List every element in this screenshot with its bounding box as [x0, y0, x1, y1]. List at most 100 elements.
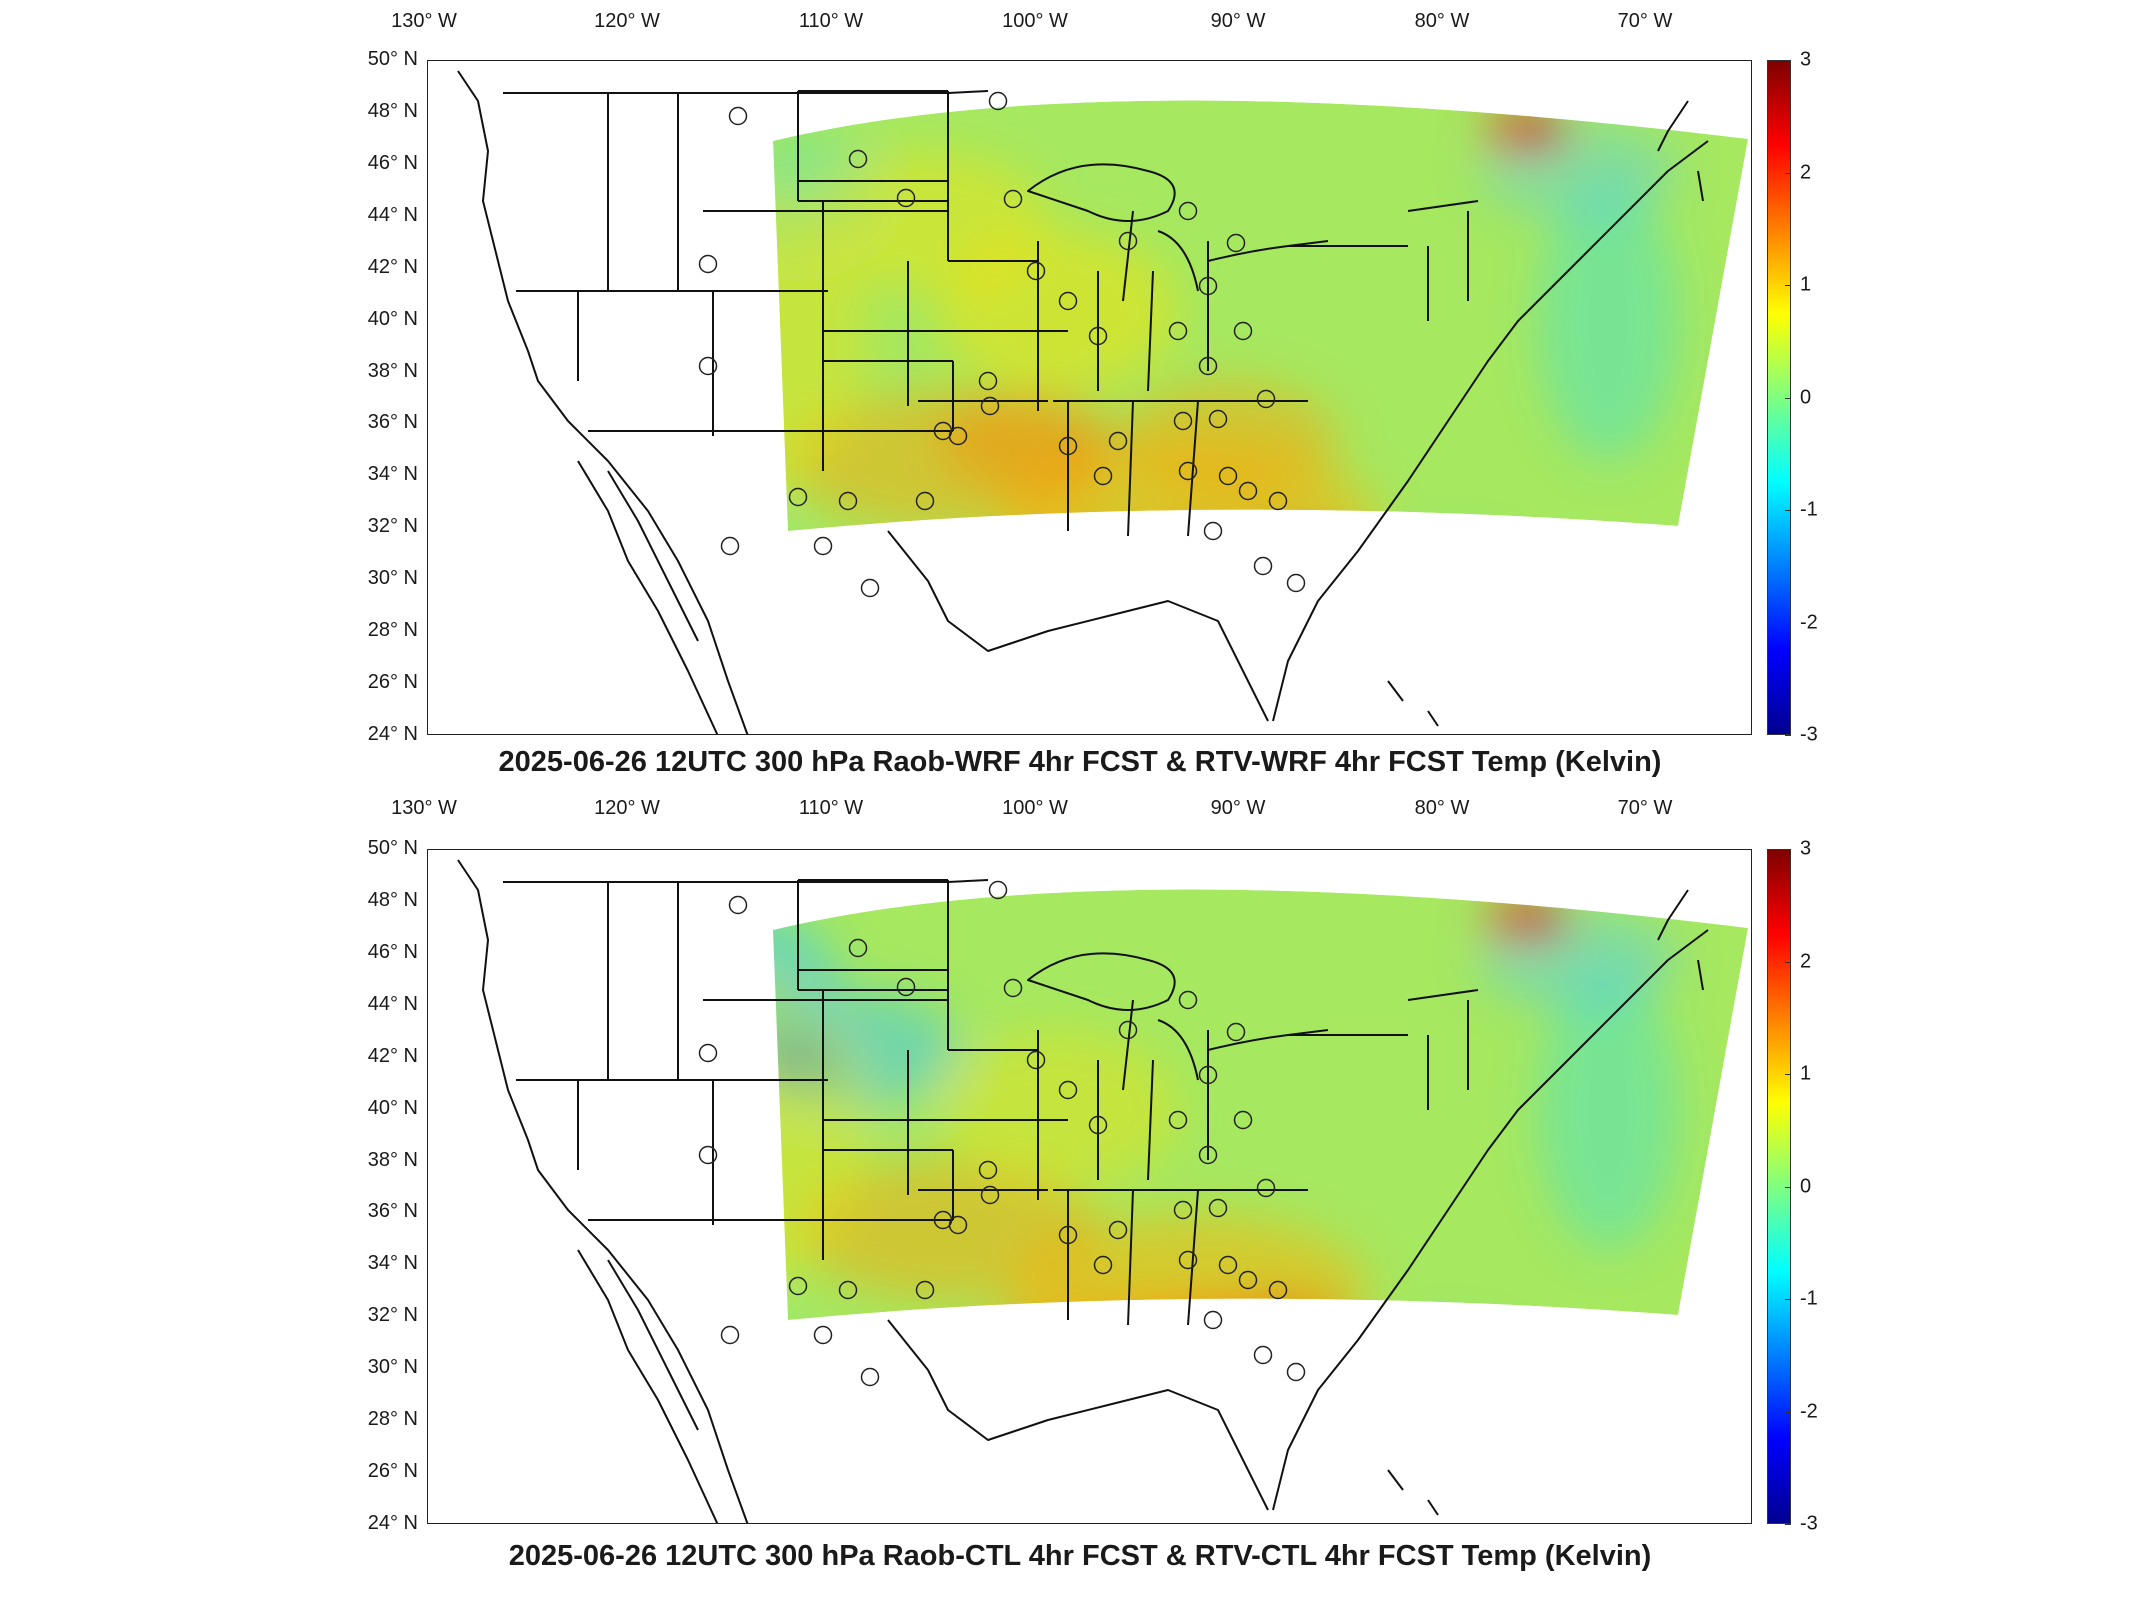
- raob-station-marker: [1238, 481, 1258, 501]
- colorbar-tick-label: 3: [1800, 48, 1812, 71]
- raob-station-marker: [1173, 411, 1193, 431]
- raob-station-marker: [948, 426, 968, 446]
- latitude-tick-label: 42° N: [367, 1044, 418, 1067]
- latitude-tick-label: 32° N: [367, 515, 418, 538]
- colorbar-tick-mark: [1785, 961, 1791, 963]
- colorbar-tick-mark: [1785, 285, 1791, 286]
- latitude-tick-label: 24° N: [367, 723, 418, 745]
- raob-station-marker: [698, 1043, 718, 1063]
- raob-station-marker: [698, 1145, 718, 1165]
- raob-station-marker: [896, 188, 916, 208]
- raob-station-marker: [1178, 990, 1198, 1010]
- colorbar-tick-label: 2: [1800, 161, 1812, 183]
- raob-station-marker: [1253, 556, 1273, 576]
- latitude-tick-label: 28° N: [367, 619, 418, 642]
- raob-station-marker: [1218, 1255, 1238, 1275]
- colorbar-tick-label: 1: [1800, 1062, 1812, 1085]
- raob-station-marker: [948, 1215, 968, 1235]
- raob-station-marker: [978, 371, 998, 391]
- longitude-tick-label: 110° W: [798, 797, 864, 819]
- latitude-tick-label: 34° N: [367, 1252, 418, 1275]
- colorbar-tick-label: 1: [1800, 273, 1812, 296]
- colorbar-tick-mark: [1785, 172, 1791, 174]
- raob-station-marker: [915, 491, 935, 511]
- longitude-tick-label: 90° W: [1210, 797, 1266, 819]
- raob-station-marker: [720, 536, 740, 556]
- raob-station-marker: [1168, 1110, 1188, 1130]
- raob-station-marker: [1093, 1255, 1113, 1275]
- longitude-tick-label: 90° W: [1210, 10, 1266, 32]
- state-and-coast-boundaries: [457, 859, 1709, 1523]
- state-and-coast-boundaries: [457, 70, 1709, 734]
- latitude-tick-label: 46° N: [367, 151, 418, 174]
- colorbar-tick-mark: [1785, 1074, 1791, 1075]
- longitude-tick-label: 80° W: [1414, 10, 1470, 32]
- colorbar-tick-label: -1: [1800, 1287, 1818, 1310]
- raob-station-marker: [788, 487, 808, 507]
- latitude-tick-label: 24° N: [367, 1512, 418, 1534]
- raob-station-marker: [1203, 1310, 1223, 1330]
- colorbar-tick-label: 3: [1800, 837, 1812, 860]
- raob-station-marker: [848, 149, 868, 169]
- latitude-tick-label: 38° N: [367, 1148, 418, 1171]
- raob-station-marker: [1253, 1345, 1273, 1365]
- colorbar-tick-mark: [1785, 397, 1791, 399]
- raob-station-marker: [1286, 1362, 1306, 1382]
- raob-station-marker: [1108, 1220, 1128, 1240]
- raob-station-marker: [1268, 491, 1288, 511]
- latitude-tick-label: 42° N: [367, 255, 418, 278]
- raob-station-marker: [860, 578, 880, 598]
- raob-station-marker: [1173, 1200, 1193, 1220]
- panel-title: 2025-06-26 12UTC 300 hPa Raob-WRF 4hr FC…: [498, 746, 1662, 778]
- raob-station-marker: [813, 536, 833, 556]
- raob-station-marker: [1168, 321, 1188, 341]
- raob-station-marker: [1118, 231, 1138, 251]
- latitude-tick-label: 46° N: [367, 940, 418, 963]
- raob-station-marker: [813, 1325, 833, 1345]
- longitude-tick-label: 100° W: [1002, 797, 1068, 819]
- temperature-difference-field: [773, 889, 1748, 1320]
- raob-stations: [698, 91, 1306, 598]
- raob-station-marker: [848, 938, 868, 958]
- raob-stations: [698, 880, 1306, 1387]
- raob-station-marker: [1003, 978, 1023, 998]
- raob-station-marker: [1198, 1145, 1218, 1165]
- longitude-tick-label: 120° W: [594, 10, 660, 32]
- longitude-tick-label: 130° W: [391, 10, 457, 32]
- map-plot-area: [427, 849, 1752, 1524]
- colorbar-tick-label: 2: [1800, 950, 1812, 972]
- longitude-tick-label: 100° W: [1002, 10, 1068, 32]
- latitude-tick-label: 36° N: [367, 411, 418, 434]
- raob-station-marker: [838, 1280, 858, 1300]
- raob-station-marker: [1256, 1178, 1276, 1198]
- latitude-tick-label: 50° N: [367, 48, 418, 70]
- colorbar-tick-label: -2: [1800, 1400, 1818, 1422]
- raob-station-marker: [838, 491, 858, 511]
- raob-station-marker: [860, 1367, 880, 1387]
- raob-station-marker: [1026, 1050, 1046, 1070]
- raob-station-marker: [988, 91, 1008, 111]
- latitude-tick-label: 38° N: [367, 359, 418, 382]
- raob-station-marker: [1226, 233, 1246, 253]
- raob-station-marker: [1238, 1270, 1258, 1290]
- latitude-tick-label: 50° N: [367, 837, 418, 859]
- raob-station-marker: [1203, 521, 1223, 541]
- colorbar-tick-mark: [1785, 1524, 1791, 1525]
- latitude-tick-label: 26° N: [367, 671, 418, 694]
- raob-station-marker: [896, 977, 916, 997]
- raob-station-marker: [1058, 436, 1078, 456]
- colorbar-tick-mark: [1785, 1186, 1791, 1188]
- colorbar-tick-mark: [1785, 60, 1791, 61]
- raob-station-marker: [1226, 1022, 1246, 1042]
- raob-station-marker: [1233, 321, 1253, 341]
- raob-station-marker: [1058, 1080, 1078, 1100]
- raob-station-marker: [1026, 261, 1046, 281]
- raob-station-marker: [1268, 1280, 1288, 1300]
- raob-station-marker: [720, 1325, 740, 1345]
- raob-station-marker: [1088, 326, 1108, 346]
- raob-station-marker: [1093, 466, 1113, 486]
- raob-station-marker: [1198, 276, 1218, 296]
- longitude-tick-label: 80° W: [1414, 797, 1470, 819]
- temperature-difference-field: [773, 100, 1748, 531]
- longitude-tick-label: 70° W: [1617, 797, 1673, 819]
